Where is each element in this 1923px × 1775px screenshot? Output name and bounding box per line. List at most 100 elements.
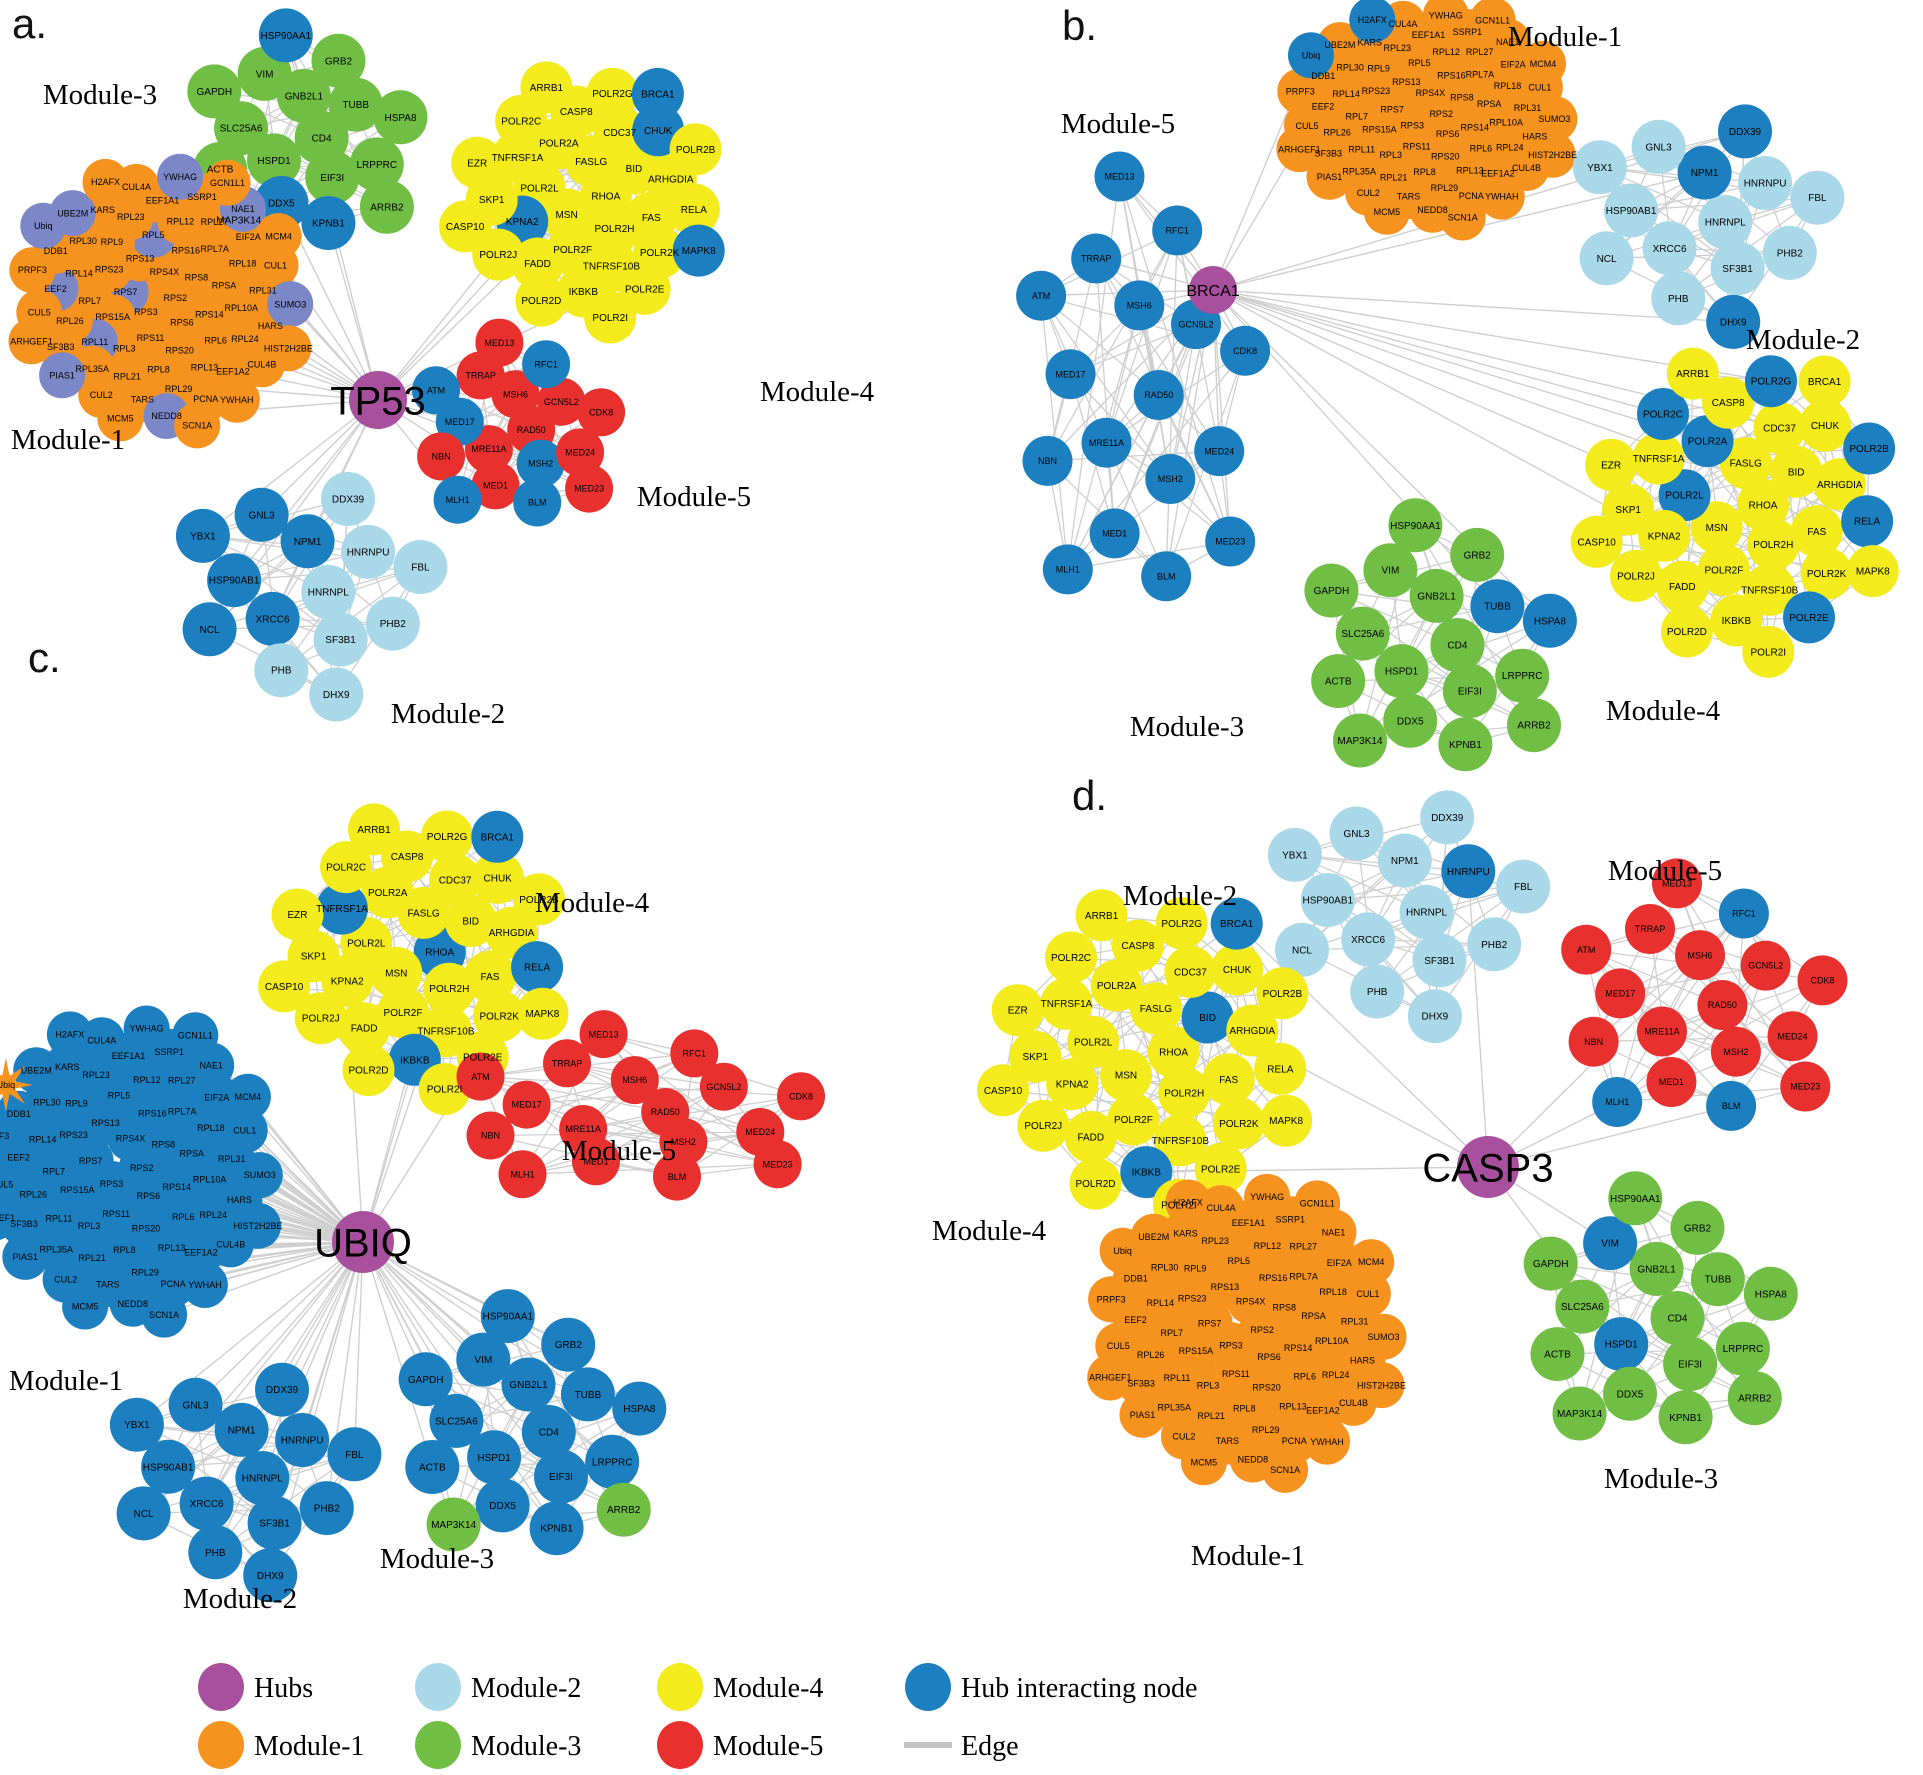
node-fas[interactable] xyxy=(1790,505,1843,558)
node-rad50[interactable] xyxy=(1133,370,1184,420)
node-kpna2[interactable] xyxy=(1638,509,1691,562)
node-med23[interactable] xyxy=(565,464,614,513)
hub-node-casp3[interactable] xyxy=(1457,1136,1519,1198)
node-ikbkb[interactable] xyxy=(1120,1146,1173,1199)
node-kpnb1[interactable] xyxy=(1658,1390,1713,1445)
node-polr2d[interactable] xyxy=(515,274,568,327)
node-npm1[interactable] xyxy=(280,514,335,569)
node-actb[interactable] xyxy=(1530,1327,1585,1382)
node-med1[interactable] xyxy=(1089,508,1140,559)
node-polr2k[interactable] xyxy=(1800,547,1853,600)
node-rfc1[interactable] xyxy=(670,1029,719,1078)
node-scn1a[interactable] xyxy=(1262,1446,1309,1493)
node-cul1[interactable] xyxy=(221,1107,268,1154)
node-mcm4[interactable] xyxy=(255,213,302,260)
node-tnfrsf1a[interactable] xyxy=(1632,432,1685,485)
node-arhgdia[interactable] xyxy=(1226,1004,1279,1057)
node-ncl[interactable] xyxy=(1579,231,1634,286)
node-med24[interactable] xyxy=(1194,426,1245,477)
node-arhgef1[interactable] xyxy=(1276,126,1323,173)
node-gcn1l1[interactable] xyxy=(1469,0,1516,44)
node-faslg[interactable] xyxy=(1129,982,1182,1035)
node-nbn[interactable] xyxy=(417,432,466,481)
node-gnl3[interactable] xyxy=(1631,119,1686,174)
node-msh2[interactable] xyxy=(516,439,565,488)
node-cd4[interactable] xyxy=(1430,618,1485,672)
node-gnl3[interactable] xyxy=(234,487,289,542)
node-rhoa[interactable] xyxy=(1147,1026,1200,1078)
node-hsp90aa1[interactable] xyxy=(1388,498,1443,553)
node-h2afx[interactable] xyxy=(1165,1179,1212,1226)
node-fas[interactable] xyxy=(464,950,516,1003)
node-arrb2[interactable] xyxy=(596,1482,651,1537)
node-tnfrsf10b[interactable] xyxy=(1154,1114,1207,1167)
node-cd4[interactable] xyxy=(1650,1291,1705,1345)
node-gcn5l2[interactable] xyxy=(699,1062,748,1111)
node-polr2d[interactable] xyxy=(1660,605,1713,658)
node-phb[interactable] xyxy=(1651,271,1706,326)
node-polr2e[interactable] xyxy=(618,262,671,315)
node-ncl[interactable] xyxy=(116,1486,171,1541)
hub-node-brca1[interactable] xyxy=(1189,266,1237,314)
node-kpnb1[interactable] xyxy=(301,196,356,251)
node-eif3i[interactable] xyxy=(534,1449,588,1504)
node-dhx9[interactable] xyxy=(1706,294,1761,349)
node-arrb2[interactable] xyxy=(1727,1371,1782,1426)
node-med13[interactable] xyxy=(475,318,524,367)
node-sf3b1[interactable] xyxy=(313,612,368,667)
node-hspa8[interactable] xyxy=(1522,593,1577,648)
node-med1[interactable] xyxy=(471,461,520,510)
node-tubb[interactable] xyxy=(1690,1252,1745,1307)
node-polr2f[interactable] xyxy=(1697,543,1750,596)
node-rfc1[interactable] xyxy=(1718,888,1769,939)
node-sumo3[interactable] xyxy=(1360,1313,1407,1360)
node-ube2m[interactable] xyxy=(13,1047,60,1094)
node-gcn5l2[interactable] xyxy=(537,377,586,426)
node-mcm5[interactable] xyxy=(62,1283,109,1330)
node-mcm4[interactable] xyxy=(1348,1239,1395,1286)
node-polr2b[interactable] xyxy=(669,123,722,176)
node-polr2l[interactable] xyxy=(1067,1015,1120,1068)
node-polr2i[interactable] xyxy=(584,291,637,344)
node-nbn[interactable] xyxy=(1568,1016,1619,1067)
node-hnrnpu[interactable] xyxy=(341,524,396,579)
node-rela[interactable] xyxy=(511,941,564,994)
node-blm[interactable] xyxy=(1141,551,1192,602)
node-lrpprc[interactable] xyxy=(349,137,404,192)
node-casp10[interactable] xyxy=(258,960,311,1013)
node-gapdh[interactable] xyxy=(1523,1236,1578,1291)
node-casp8[interactable] xyxy=(1111,919,1164,972)
node-blm[interactable] xyxy=(513,478,562,527)
node-hnrnpl[interactable] xyxy=(301,565,356,619)
node-ikbkb[interactable] xyxy=(1710,594,1763,647)
node-blm[interactable] xyxy=(653,1152,701,1201)
node-msn[interactable] xyxy=(1690,501,1743,554)
node-polr2c[interactable] xyxy=(320,841,373,894)
node-arrb2[interactable] xyxy=(359,179,414,234)
node-arrb1[interactable] xyxy=(520,61,573,114)
node-arhgef1[interactable] xyxy=(8,318,55,365)
node-phb2[interactable] xyxy=(1762,225,1817,280)
node-ezr[interactable] xyxy=(271,888,324,941)
node-fbl[interactable] xyxy=(1496,859,1551,914)
node-scn1a[interactable] xyxy=(174,402,221,449)
node-rela[interactable] xyxy=(1841,495,1894,548)
node-cdc37[interactable] xyxy=(1164,945,1217,998)
node-fbl[interactable] xyxy=(393,540,448,594)
node-gcn5l2[interactable] xyxy=(1740,940,1791,991)
node-med13[interactable] xyxy=(1094,151,1145,202)
node-polr2c[interactable] xyxy=(1045,931,1097,984)
node-hsp90aa1[interactable] xyxy=(1608,1171,1663,1226)
node-polr2i[interactable] xyxy=(1742,625,1795,678)
node-map3k14[interactable] xyxy=(1333,713,1387,768)
node-xrcc6[interactable] xyxy=(1642,221,1697,276)
node-polr2j[interactable] xyxy=(1017,1099,1070,1152)
node-ubiq[interactable] xyxy=(20,202,67,249)
node-blm[interactable] xyxy=(1706,1080,1757,1131)
node-trrap[interactable] xyxy=(543,1039,591,1088)
node-prpf3[interactable] xyxy=(1277,68,1324,115)
node-prpf3[interactable] xyxy=(1088,1276,1135,1323)
node-xrcc6[interactable] xyxy=(245,591,300,646)
hub-node-tp53[interactable] xyxy=(349,371,407,429)
node-h2afx[interactable] xyxy=(82,158,129,205)
